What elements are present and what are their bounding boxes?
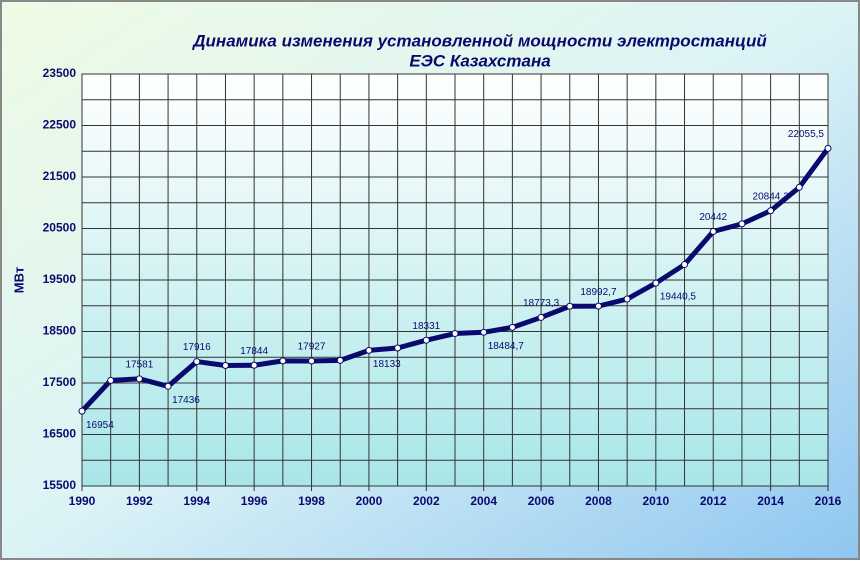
x-tick-label: 2000	[356, 494, 383, 508]
data-point	[480, 328, 488, 336]
value-label: 18331	[412, 321, 440, 332]
value-label: 17581	[125, 359, 153, 370]
x-tick-label: 2010	[642, 494, 669, 508]
data-point	[508, 323, 516, 331]
y-tick-label: 22500	[43, 118, 77, 132]
data-point	[652, 279, 660, 287]
x-tick-label: 2008	[585, 494, 612, 508]
data-point	[279, 357, 287, 365]
data-point	[107, 376, 115, 384]
x-tick-label: 2012	[700, 494, 727, 508]
x-tick-label: 1996	[241, 494, 268, 508]
x-tick-label: 2002	[413, 494, 440, 508]
data-point	[594, 302, 602, 310]
value-label: 17844	[240, 346, 268, 357]
data-point	[336, 356, 344, 364]
value-label: 18773,3	[523, 298, 560, 309]
x-tick-label: 2014	[757, 494, 784, 508]
data-point	[681, 261, 689, 269]
value-label: 18484,7	[488, 341, 525, 352]
data-point	[250, 361, 258, 369]
chart-title: Динамика изменения установленной мощност…	[191, 31, 767, 50]
data-point	[422, 336, 430, 344]
data-point	[308, 357, 316, 365]
data-point	[767, 207, 775, 215]
y-tick-label: 17500	[43, 375, 77, 389]
x-tick-label: 1990	[69, 494, 96, 508]
value-label: 19440,5	[660, 292, 697, 303]
data-point	[795, 183, 803, 191]
x-tick-label: 1994	[183, 494, 210, 508]
data-point	[623, 295, 631, 303]
value-label: 18992,7	[580, 287, 617, 298]
chart-subtitle: ЕЭС Казахстана	[409, 51, 550, 70]
value-label: 20844,2	[753, 191, 790, 202]
value-label: 17436	[172, 395, 200, 406]
data-point	[738, 220, 746, 228]
value-label: 17927	[298, 342, 326, 353]
data-point	[221, 361, 229, 369]
value-label: 16954	[86, 420, 114, 431]
y-tick-label: 20500	[43, 221, 77, 235]
data-point	[394, 344, 402, 352]
y-axis-label: МВт	[11, 267, 26, 293]
y-tick-label: 21500	[43, 169, 77, 183]
value-label: 17916	[183, 342, 211, 353]
data-point	[824, 144, 832, 152]
y-tick-label: 15500	[43, 478, 77, 492]
y-tick-label: 19500	[43, 272, 77, 286]
data-point	[709, 227, 717, 235]
y-tick-label: 18500	[43, 324, 77, 338]
data-point	[78, 407, 86, 415]
y-tick-label: 23500	[43, 66, 77, 80]
x-tick-label: 1992	[126, 494, 153, 508]
value-label: 22055,5	[788, 129, 825, 140]
value-label: 18133	[373, 359, 401, 370]
x-tick-label: 1998	[298, 494, 325, 508]
data-point	[566, 302, 574, 310]
data-point	[451, 330, 459, 338]
data-point	[135, 375, 143, 383]
x-tick-label: 2006	[528, 494, 555, 508]
data-point	[537, 313, 545, 321]
x-tick-label: 2004	[470, 494, 497, 508]
data-point	[365, 346, 373, 354]
x-tick-label: 2016	[815, 494, 842, 508]
y-tick-label: 16500	[43, 427, 77, 441]
data-point	[193, 358, 201, 366]
data-point	[164, 382, 172, 390]
value-label: 20442	[699, 212, 727, 223]
